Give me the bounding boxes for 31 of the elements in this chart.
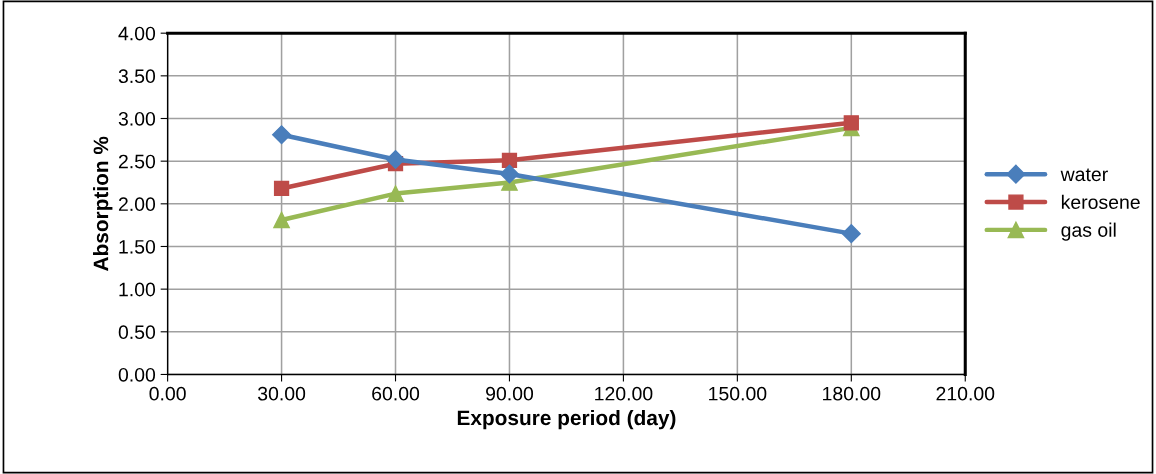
point [843,115,859,131]
x-tick-label: 90.00 [486,386,534,401]
y-tick-label: 3.50 [118,69,156,84]
point [273,211,290,229]
y-tick-label: 1.00 [119,282,156,297]
point [841,224,861,244]
y-tick-label: 2.00 [118,197,156,212]
y-tick-label: 1.50 [119,239,156,254]
legend-label: water [1060,168,1108,182]
point [385,149,406,169]
y-tick-label: 3.00 [118,111,156,126]
x-tick-label: 0.00 [149,386,186,401]
y-axis-title: Absorption % [93,136,113,271]
point [501,152,518,168]
y-tick-label: 4.00 [118,26,156,41]
y-tick-label: 2.50 [118,154,156,169]
x-tick-label: 30.00 [257,386,306,401]
y-tick-label: 0.00 [118,367,156,382]
x-tick-label: 120.00 [595,386,653,401]
x-tick-label: 150.00 [709,386,767,401]
x-tick-label: 180.00 [823,386,881,401]
x-tick-label: 60.00 [372,386,420,401]
legend-label: gas oil [1061,222,1116,241]
y-tick-label: 0.50 [118,325,156,340]
legend-label: kerosene [1061,194,1140,210]
point [499,164,519,184]
point [387,185,404,202]
x-axis-title: Exposure period (day) [457,409,676,430]
point [272,125,292,145]
point [273,180,290,197]
x-tick-label: 210.00 [936,386,995,401]
